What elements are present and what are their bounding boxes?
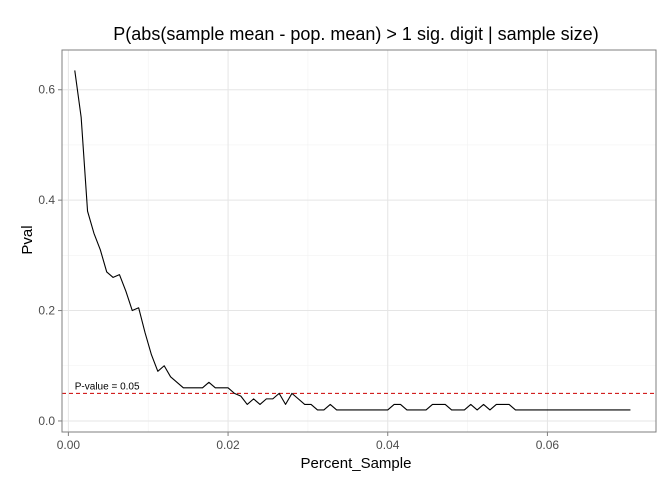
chart-title: P(abs(sample mean - pop. mean) > 1 sig. … <box>113 24 598 44</box>
series-layer <box>74 70 631 411</box>
y-tick-label: 0.4 <box>38 193 55 207</box>
reference-layer: P-value = 0.05 <box>62 381 656 394</box>
x-tick-label: 0.06 <box>536 438 560 452</box>
grid <box>62 50 656 432</box>
x-axis-title: Percent_Sample <box>301 455 412 472</box>
ticks: 0.00 0.02 0.04 0.06 0.0 0.2 0.4 0.6 <box>38 83 559 452</box>
x-tick-label: 0.02 <box>216 438 240 452</box>
y-tick-label: 0.0 <box>38 414 55 428</box>
x-tick-label: 0.04 <box>376 438 400 452</box>
series-line <box>74 70 631 411</box>
y-tick-label: 0.6 <box>38 83 55 97</box>
reference-line-label: P-value = 0.05 <box>75 381 140 392</box>
y-axis-title: Pval <box>19 225 36 254</box>
panel-border <box>61 49 657 433</box>
y-tick-label: 0.2 <box>38 304 55 318</box>
x-tick-label: 0.00 <box>57 438 81 452</box>
